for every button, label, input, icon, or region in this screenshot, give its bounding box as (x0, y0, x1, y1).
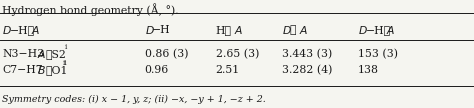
Text: −H⋯: −H⋯ (365, 25, 391, 35)
Text: N3−H3: N3−H3 (2, 49, 45, 59)
Text: $A$: $A$ (37, 48, 46, 60)
Text: 2.51: 2.51 (216, 65, 240, 75)
Text: $A$: $A$ (299, 24, 309, 36)
Text: $A$: $A$ (31, 24, 40, 36)
Text: ii: ii (63, 59, 67, 67)
Text: $A$: $A$ (386, 24, 396, 36)
Text: −H: −H (152, 25, 171, 35)
Text: 3.443 (3): 3.443 (3) (282, 49, 332, 59)
Text: 138: 138 (358, 65, 379, 75)
Text: 0.86 (3): 0.86 (3) (145, 49, 188, 59)
Text: −H⋯: −H⋯ (10, 25, 35, 35)
Text: C7−H7: C7−H7 (2, 65, 43, 75)
Text: Symmetry codes: (i) x − 1, y, z; (ii) −x, −y + 1, −z + 2.: Symmetry codes: (i) x − 1, y, z; (ii) −x… (2, 95, 266, 104)
Text: ⋯S2: ⋯S2 (46, 49, 66, 59)
Text: Hydrogen bond geometry (Å, °).: Hydrogen bond geometry (Å, °). (2, 3, 179, 16)
Text: i: i (64, 43, 67, 51)
Text: $D$: $D$ (282, 24, 292, 36)
Text: 3.282 (4): 3.282 (4) (282, 65, 332, 75)
Text: $D$: $D$ (2, 24, 12, 36)
Text: $D$: $D$ (145, 24, 155, 36)
Text: $D$: $D$ (358, 24, 368, 36)
Text: H⋯: H⋯ (216, 25, 232, 35)
Text: ⋯O1: ⋯O1 (46, 65, 68, 75)
Text: 0.96: 0.96 (145, 65, 169, 75)
Text: ⋯: ⋯ (290, 25, 296, 35)
Text: 153 (3): 153 (3) (358, 49, 398, 59)
Text: $B$: $B$ (37, 64, 46, 76)
Text: $A$: $A$ (234, 24, 243, 36)
Text: 2.65 (3): 2.65 (3) (216, 49, 259, 59)
